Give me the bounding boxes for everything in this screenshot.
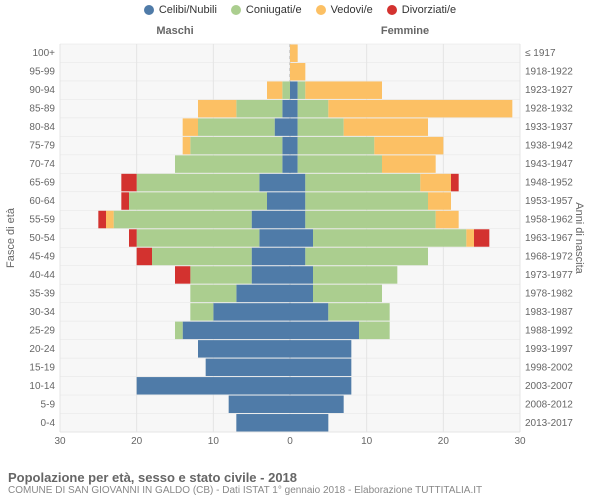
svg-text:40-44: 40-44 <box>29 270 55 281</box>
svg-text:1983-1987: 1983-1987 <box>525 307 573 318</box>
svg-text:1923-1927: 1923-1927 <box>525 85 573 96</box>
svg-text:50-54: 50-54 <box>29 233 55 244</box>
svg-text:Femmine: Femmine <box>381 25 429 37</box>
svg-text:30-34: 30-34 <box>29 307 55 318</box>
svg-text:1938-1942: 1938-1942 <box>525 141 573 152</box>
svg-text:20-24: 20-24 <box>29 344 55 355</box>
footer: Popolazione per età, sesso e stato civil… <box>8 470 482 496</box>
svg-text:15-19: 15-19 <box>29 362 55 373</box>
svg-text:2003-2007: 2003-2007 <box>525 381 573 392</box>
svg-text:45-49: 45-49 <box>29 251 55 262</box>
svg-text:55-59: 55-59 <box>29 215 55 226</box>
svg-text:5-9: 5-9 <box>41 399 56 410</box>
svg-text:100+: 100+ <box>32 48 55 59</box>
svg-text:2013-2017: 2013-2017 <box>525 418 573 429</box>
svg-text:10: 10 <box>208 436 220 447</box>
chart-subtitle: COMUNE DI SAN GIOVANNI IN GALDO (CB) - D… <box>8 485 482 496</box>
legend-coniugati: Coniugati/e <box>246 4 302 16</box>
legend-vedovi: Vedovi/e <box>331 4 373 16</box>
svg-text:1933-1937: 1933-1937 <box>525 122 573 133</box>
svg-text:1978-1982: 1978-1982 <box>525 288 573 299</box>
svg-text:20: 20 <box>438 436 450 447</box>
svg-text:10: 10 <box>361 436 373 447</box>
svg-text:30: 30 <box>54 436 66 447</box>
svg-text:1993-1997: 1993-1997 <box>525 344 573 355</box>
svg-text:95-99: 95-99 <box>29 67 55 78</box>
svg-text:1943-1947: 1943-1947 <box>525 159 573 170</box>
legend-divorziati: Divorziati/e <box>402 4 456 16</box>
svg-text:0: 0 <box>287 436 293 447</box>
svg-text:1973-1977: 1973-1977 <box>525 270 573 281</box>
svg-text:1968-1972: 1968-1972 <box>525 251 573 262</box>
svg-text:1998-2002: 1998-2002 <box>525 362 573 373</box>
svg-text:65-69: 65-69 <box>29 178 55 189</box>
svg-text:80-84: 80-84 <box>29 122 55 133</box>
svg-text:2008-2012: 2008-2012 <box>525 399 573 410</box>
svg-text:1963-1967: 1963-1967 <box>525 233 573 244</box>
svg-text:35-39: 35-39 <box>29 288 55 299</box>
svg-text:Anni di nascita: Anni di nascita <box>573 202 585 274</box>
svg-text:30: 30 <box>514 436 526 447</box>
legend-celibi: Celibi/Nubili <box>159 4 217 16</box>
svg-text:25-29: 25-29 <box>29 325 55 336</box>
svg-text:70-74: 70-74 <box>29 159 55 170</box>
svg-text:90-94: 90-94 <box>29 85 55 96</box>
svg-text:1928-1932: 1928-1932 <box>525 104 573 115</box>
svg-text:85-89: 85-89 <box>29 104 55 115</box>
svg-text:60-64: 60-64 <box>29 196 55 207</box>
svg-text:1948-1952: 1948-1952 <box>525 178 573 189</box>
chart-title: Popolazione per età, sesso e stato civil… <box>8 470 482 485</box>
svg-text:10-14: 10-14 <box>29 381 55 392</box>
svg-text:1953-1957: 1953-1957 <box>525 196 573 207</box>
pyramid-chart: 0 10 10 20 20 30 30 Maschi Femmine Fasce di età An… <box>0 16 600 464</box>
svg-text:1918-1922: 1918-1922 <box>525 67 573 78</box>
svg-text:20: 20 <box>131 436 143 447</box>
svg-text:0-4: 0-4 <box>41 418 56 429</box>
svg-text:Maschi: Maschi <box>156 25 193 37</box>
legend: Celibi/Nubili Coniugati/e Vedovi/e Divor… <box>0 0 600 16</box>
svg-text:≤ 1917: ≤ 1917 <box>525 48 556 59</box>
svg-text:Fasce di età: Fasce di età <box>5 207 17 268</box>
svg-text:1958-1962: 1958-1962 <box>525 215 573 226</box>
svg-text:75-79: 75-79 <box>29 141 55 152</box>
svg-text:1988-1992: 1988-1992 <box>525 325 573 336</box>
